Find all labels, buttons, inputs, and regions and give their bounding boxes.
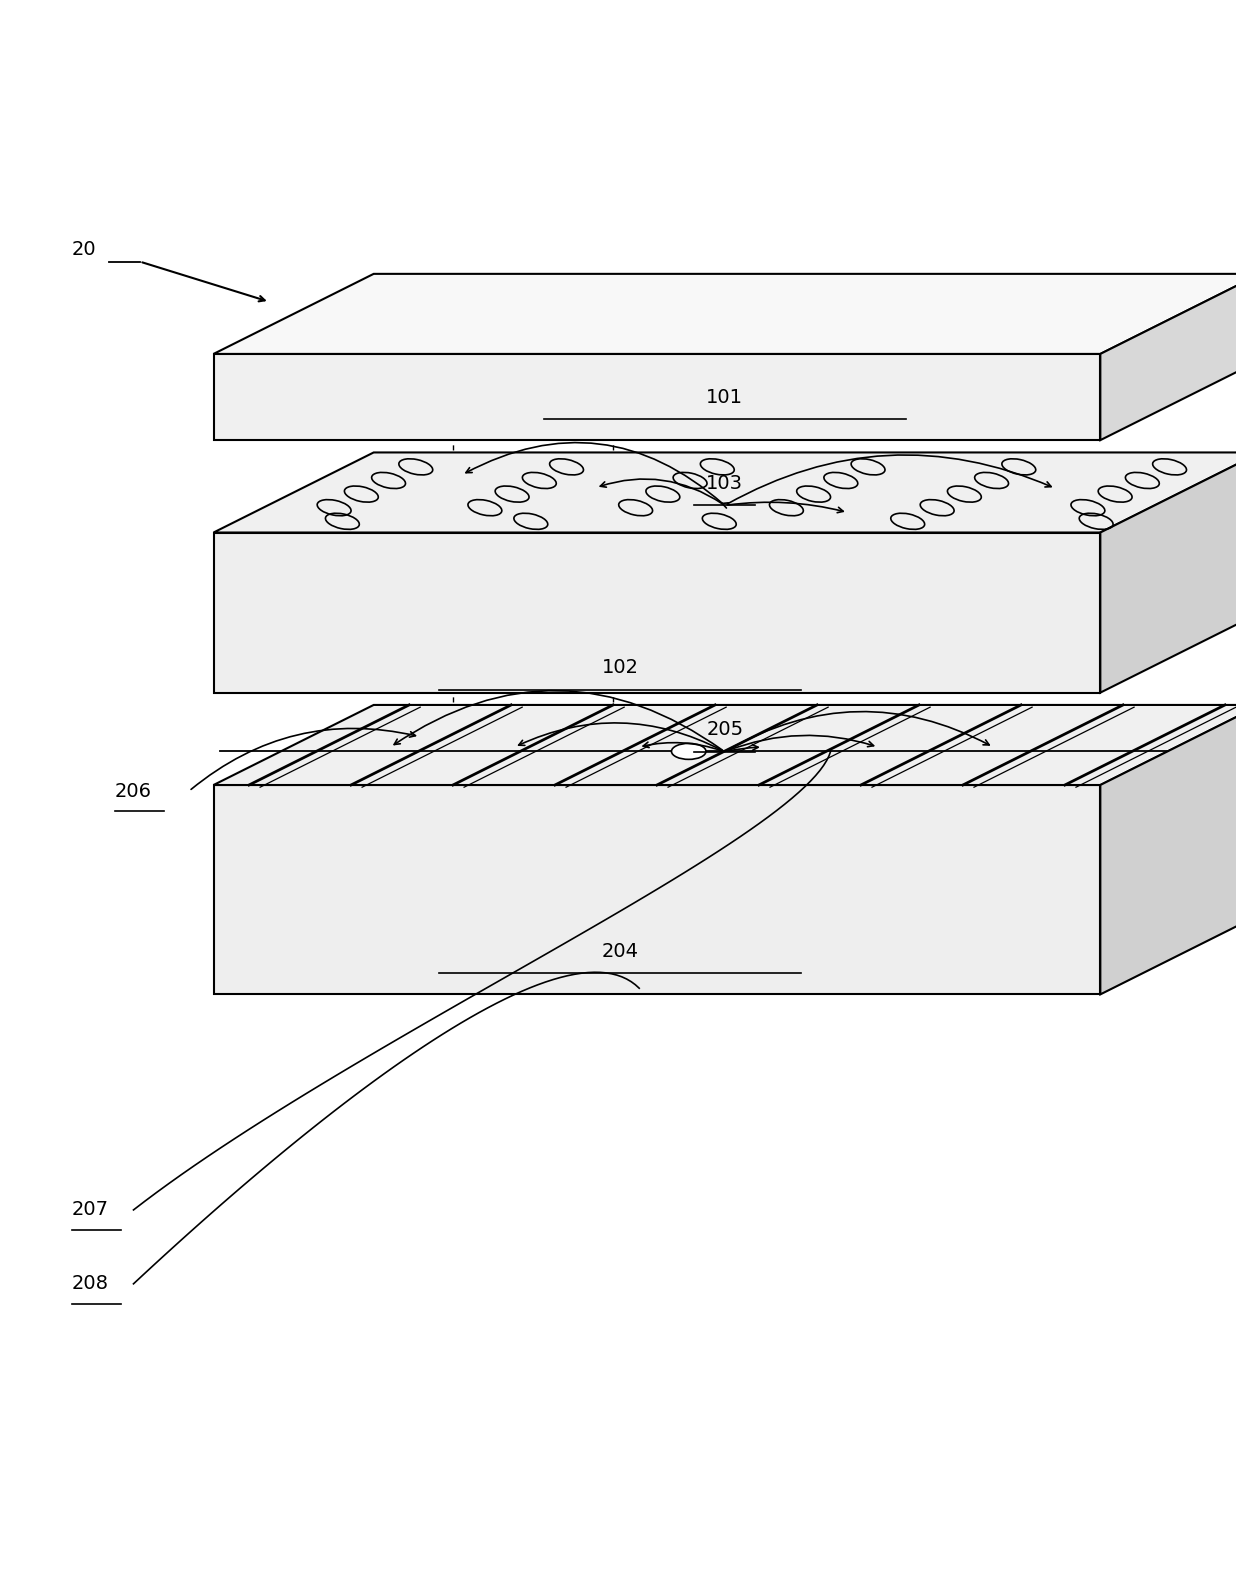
Polygon shape <box>1100 705 1240 994</box>
Polygon shape <box>213 353 1100 440</box>
Polygon shape <box>213 452 1240 532</box>
Text: 206: 206 <box>115 782 153 801</box>
Polygon shape <box>213 705 1240 785</box>
Text: 207: 207 <box>72 1201 109 1220</box>
Text: 101: 101 <box>707 388 743 407</box>
Polygon shape <box>1100 452 1240 692</box>
Polygon shape <box>213 785 1100 994</box>
Text: 20: 20 <box>72 240 97 259</box>
Text: 204: 204 <box>601 942 639 961</box>
Ellipse shape <box>672 743 706 760</box>
Text: 103: 103 <box>707 474 743 493</box>
Polygon shape <box>213 532 1100 692</box>
Text: 102: 102 <box>601 658 639 678</box>
Polygon shape <box>213 273 1240 353</box>
Text: 208: 208 <box>72 1275 109 1294</box>
Polygon shape <box>1100 273 1240 440</box>
Text: 205: 205 <box>706 721 743 739</box>
